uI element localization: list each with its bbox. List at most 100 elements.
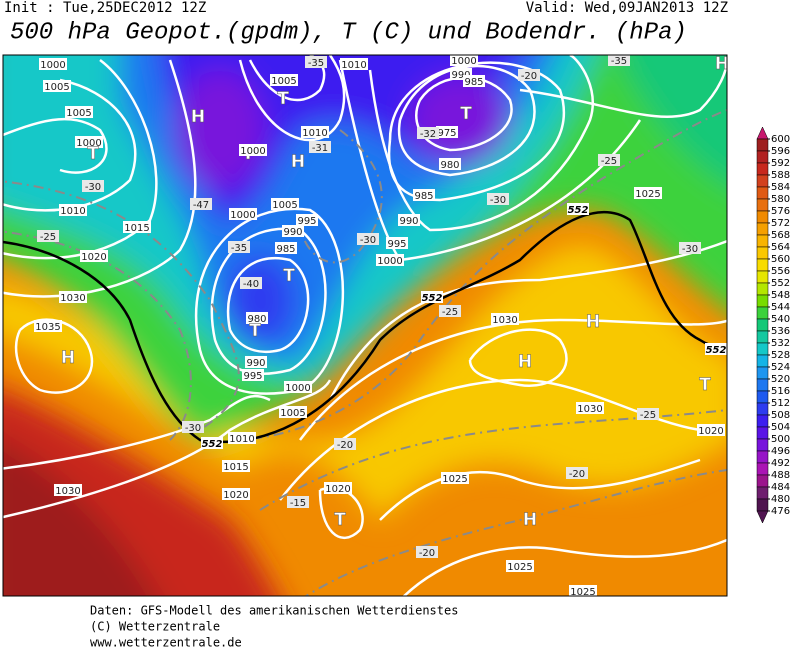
contour-label: -35 xyxy=(308,58,324,69)
colorbar-label: 524 xyxy=(771,362,790,373)
contour-label: 1005 xyxy=(44,82,69,93)
pressure-center: T xyxy=(283,266,295,286)
colorbar-label: 588 xyxy=(771,170,790,181)
colorbar-label: 504 xyxy=(771,422,790,433)
contour-label: -32 xyxy=(420,129,436,140)
colorbar-label: 580 xyxy=(771,194,790,205)
label-box xyxy=(228,241,250,253)
contour-label: -25 xyxy=(640,410,656,421)
colorbar-box xyxy=(756,306,769,320)
pressure-center: T xyxy=(277,89,289,109)
contour-label: 1015 xyxy=(124,223,149,234)
colorbar-label: 496 xyxy=(771,446,790,457)
label-box xyxy=(441,472,469,484)
label-box xyxy=(43,80,71,92)
colorbar-box xyxy=(756,450,769,464)
contour-label: 1025 xyxy=(570,587,595,598)
colorbar-label: 600 xyxy=(771,134,790,145)
contour-label: 552 xyxy=(422,293,443,304)
contour-label: 1000 xyxy=(451,56,476,67)
footer-line: (C) Wetterzentrale xyxy=(90,620,220,634)
label-box xyxy=(357,233,379,245)
label-box xyxy=(82,180,104,192)
contour-label: 980 xyxy=(440,160,459,171)
label-box xyxy=(518,69,540,81)
colorbar-label: 560 xyxy=(771,254,790,265)
colorbar-box xyxy=(756,246,769,260)
contour-label: 990 xyxy=(246,358,265,369)
contour-552 xyxy=(3,210,727,444)
contour-label: 975 xyxy=(437,128,456,139)
colorbar-box xyxy=(756,438,769,452)
colorbar-box xyxy=(756,186,769,200)
label-box xyxy=(296,214,318,226)
contour-label: 1020 xyxy=(698,426,723,437)
colorbar-label: 508 xyxy=(771,410,790,421)
pressure-center: H xyxy=(191,107,205,127)
contour-label: -30 xyxy=(360,235,376,246)
contour-label: 1025 xyxy=(635,189,660,200)
contour-label: 1025 xyxy=(442,474,467,485)
label-box xyxy=(37,230,59,242)
colorbar-box xyxy=(756,366,769,380)
colorbar-box xyxy=(756,258,769,272)
colorbar-box xyxy=(756,318,769,332)
label-box xyxy=(239,144,267,156)
label-box xyxy=(287,496,309,508)
label-box xyxy=(413,189,435,201)
colorbar-box xyxy=(756,462,769,476)
label-box xyxy=(598,154,620,166)
colorbar-label: 512 xyxy=(771,398,790,409)
label-box xyxy=(305,56,327,68)
label-box xyxy=(80,250,108,262)
contour-label: 1015 xyxy=(223,462,248,473)
contour-label: -30 xyxy=(185,423,201,434)
contour-label: -40 xyxy=(243,279,259,290)
pressure-center: H xyxy=(523,510,537,530)
colorbar-label: 520 xyxy=(771,374,790,385)
footer-line: www.wetterzentrale.de xyxy=(90,636,242,649)
colorbar-label: 548 xyxy=(771,290,790,301)
valid-label: Valid: Wed,09JAN2013 12Z xyxy=(526,0,728,16)
contour-label: 1035 xyxy=(35,322,60,333)
colorbar-box xyxy=(756,138,769,152)
label-box xyxy=(340,58,368,70)
contour-label: 1030 xyxy=(577,404,602,415)
colorbar-box xyxy=(756,270,769,284)
contour-label: 1000 xyxy=(76,138,101,149)
init-label: Init : Tue,25DEC2012 12Z xyxy=(4,0,206,16)
contour-label: 995 xyxy=(387,239,406,250)
label-box xyxy=(229,208,257,220)
contour-label: 1030 xyxy=(492,315,517,326)
contour-label: -25 xyxy=(601,156,617,167)
colorbar-box xyxy=(756,150,769,164)
colorbar-label: 528 xyxy=(771,350,790,361)
colorbar-label: 556 xyxy=(771,266,790,277)
colorbar-label: 540 xyxy=(771,314,790,325)
colorbar-box xyxy=(756,378,769,392)
label-box xyxy=(386,237,408,249)
colorbar-label: 532 xyxy=(771,338,790,349)
map-frame xyxy=(2,54,728,597)
contour-label: -20 xyxy=(521,71,537,82)
colorbar-label: 576 xyxy=(771,206,790,217)
contour-label: 1030 xyxy=(55,486,80,497)
label-box xyxy=(637,408,659,420)
colorbar-label: 544 xyxy=(771,302,790,313)
colorbar-box xyxy=(756,498,769,512)
contour-label: 1020 xyxy=(325,484,350,495)
contour-label: -31 xyxy=(312,143,328,154)
colorbar-label: 592 xyxy=(771,158,790,169)
label-box xyxy=(705,343,727,355)
contour-label: 1000 xyxy=(285,383,310,394)
contour-label: 995 xyxy=(243,371,262,382)
contour-label: -30 xyxy=(85,182,101,193)
label-box xyxy=(450,55,478,66)
label-box xyxy=(34,320,62,332)
colorbar-label: 536 xyxy=(771,326,790,337)
label-box xyxy=(376,254,404,266)
colorbar-box xyxy=(756,222,769,236)
label-box xyxy=(242,369,264,381)
pressure-center: H xyxy=(291,152,305,172)
contour-label: -25 xyxy=(442,307,458,318)
